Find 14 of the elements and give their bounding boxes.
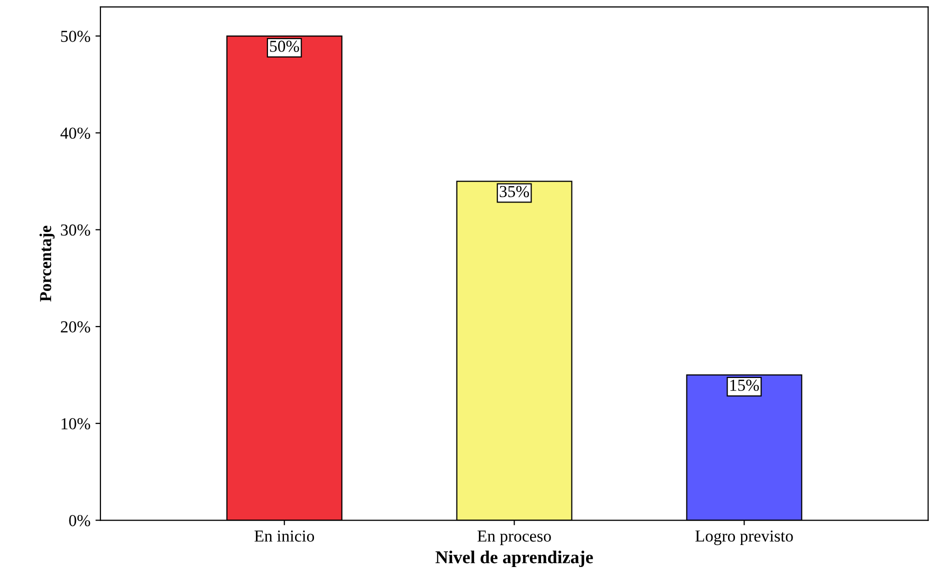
y-tick-label: 10% xyxy=(62,418,90,430)
x-axis-title: Nivel de aprendizaje xyxy=(436,550,593,568)
data-label: 15% xyxy=(730,380,759,391)
data-label: 50% xyxy=(270,40,300,52)
y-axis-title: Porcentaje xyxy=(40,226,55,302)
y-tick-label: 30% xyxy=(60,224,90,236)
y-tick-label: 20% xyxy=(60,321,90,333)
x-tick-label: En proceso xyxy=(478,530,551,546)
x-tick-label: En inicio xyxy=(254,530,314,542)
data-label: 35% xyxy=(500,186,529,198)
y-tick-label: 40% xyxy=(60,128,90,139)
y-tick-label: 0% xyxy=(69,514,90,526)
y-tick-label: 50% xyxy=(61,30,90,42)
x-tick-label: Logro previsto xyxy=(695,530,793,546)
